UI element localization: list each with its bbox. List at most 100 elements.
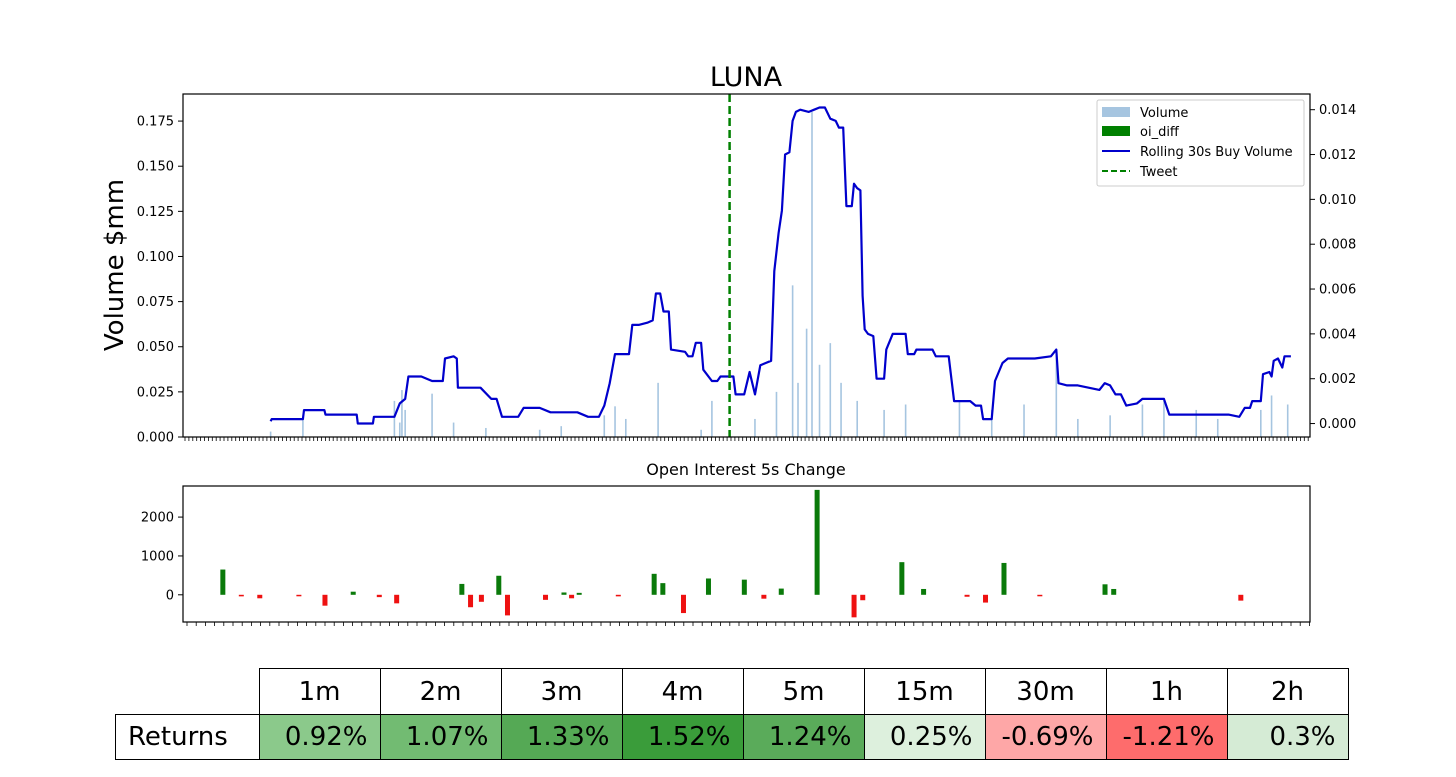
oi-y-axis: 0 1000 2000	[141, 511, 183, 603]
y2-tick-label: 0.004	[1319, 327, 1356, 342]
col-header-30m: 30m	[984, 668, 1107, 715]
oi-diff-bar	[899, 562, 905, 595]
oi-diff-bar	[814, 489, 820, 595]
legend: Volume oi_diff Rolling 30s Buy Volume Tw…	[1096, 99, 1305, 187]
oi-diff-bar	[376, 594, 382, 598]
return-cell-5m: 1.24%	[742, 714, 865, 760]
y-tick-label: 0.175	[137, 115, 174, 130]
y-tick-label: 0.100	[137, 250, 174, 265]
oi-diff-bar	[741, 579, 747, 595]
oi-diff-bar	[983, 594, 989, 603]
y-tick-label: 0.075	[137, 295, 174, 310]
volume-bar	[700, 429, 702, 437]
oi-diff-bar	[1111, 588, 1117, 595]
volume-bar	[1141, 404, 1144, 437]
y-tick-label: 0.050	[137, 340, 174, 355]
y2-tick-label: 0.012	[1319, 148, 1356, 163]
volume-bar	[404, 409, 406, 437]
legend-oi-diff-swatch	[1102, 126, 1130, 136]
volume-bar	[603, 415, 606, 437]
y2-tick-label: 0.014	[1319, 103, 1356, 118]
oi-diff-bar	[851, 594, 857, 618]
oi-diff-bar	[257, 594, 263, 599]
bottom-plot-frame	[182, 485, 1311, 623]
volume-bar	[775, 391, 778, 437]
oi-diff-bars	[220, 489, 1244, 618]
y-tick-label: 0.125	[137, 205, 174, 220]
legend-volume-label: Volume	[1140, 106, 1188, 121]
y-tick-label: 0.025	[137, 385, 174, 400]
y-axis-left: 0.000 0.025 0.050 0.075 0.100 0.125 0.150 0.175	[137, 115, 183, 446]
oi-diff-bar	[350, 591, 356, 595]
volume-bar	[560, 426, 563, 437]
volume-bars	[269, 112, 1289, 437]
volume-bar	[797, 382, 799, 437]
oi-diff-bar	[569, 594, 575, 599]
oi-diff-bar	[576, 592, 582, 595]
volume-bar	[401, 390, 403, 437]
oi-diff-bar	[238, 594, 244, 597]
col-header-3m: 3m	[500, 668, 623, 715]
oi-diff-bar	[1238, 594, 1244, 601]
table-corner	[115, 668, 260, 715]
oi-diff-bar	[761, 594, 767, 599]
volume-bar	[393, 400, 396, 437]
rolling-buy-volume-line	[269, 106, 1291, 425]
legend-volume-swatch	[1102, 107, 1130, 117]
oi-diff-bar	[459, 583, 465, 595]
volume-bar	[1023, 404, 1025, 437]
oi-y-tick-label: 2000	[141, 511, 174, 526]
oi-diff-bar	[496, 575, 502, 595]
oi-diff-bar	[468, 594, 474, 608]
volume-bar	[840, 382, 842, 437]
oi-x-axis-ticks	[186, 622, 1310, 626]
volume-bar	[829, 343, 832, 437]
volume-bar	[990, 409, 993, 437]
y2-tick-label: 0.006	[1319, 283, 1356, 298]
chart-title: LUNA	[710, 62, 783, 93]
volume-bar	[883, 409, 885, 437]
return-cell-30m: -0.69%	[984, 714, 1107, 760]
col-header-1m: 1m	[258, 668, 381, 715]
oi-diff-bar	[543, 594, 549, 600]
oi-diff-bar	[680, 594, 686, 614]
legend-rolling-label: Rolling 30s Buy Volume	[1140, 145, 1293, 160]
volume-bar	[958, 400, 961, 437]
return-cell-1m: 0.92%	[258, 714, 381, 760]
volume-bar	[711, 400, 713, 437]
oi-diff-bar	[778, 588, 784, 595]
volume-bar	[818, 364, 821, 437]
legend-oi-diff-label: oi_diff	[1140, 125, 1180, 140]
y-tick-label: 0.150	[137, 160, 174, 175]
oi-diff-bar	[860, 594, 866, 601]
rolling-buy-volume-series	[269, 106, 1291, 425]
returns-header-row: 1m 2m 3m 4m 5m 15m 30m 1h 2h	[115, 668, 1349, 715]
oi-diff-bar	[964, 594, 970, 597]
col-header-2h: 2h	[1226, 668, 1349, 715]
volume-bar	[302, 418, 304, 437]
return-cell-1h: -1.21%	[1105, 714, 1228, 760]
oi-diff-bar	[660, 583, 666, 595]
volume-bar	[624, 418, 627, 437]
return-cell-2m: 1.07%	[379, 714, 502, 760]
oi-diff-bar	[504, 594, 510, 616]
oi-diff-bar	[615, 594, 621, 597]
col-header-5m: 5m	[742, 668, 865, 715]
volume-bar	[1109, 415, 1111, 437]
oi-diff-bar	[220, 569, 226, 595]
volume-bar	[1195, 409, 1198, 437]
volume-bar	[657, 382, 659, 437]
oi-y-tick-label: 0	[166, 588, 174, 603]
volume-bar	[452, 422, 455, 437]
y-tick-label: 0.000	[137, 431, 174, 446]
volume-bar	[538, 429, 541, 437]
returns-value-row: Returns 0.92% 1.07% 1.33% 1.52% 1.24% 0.…	[115, 714, 1349, 760]
oi-y-tick-label: 1000	[141, 549, 174, 564]
col-header-1h: 1h	[1105, 668, 1228, 715]
row-label-returns: Returns	[115, 714, 260, 760]
volume-bar	[754, 418, 756, 437]
volume-bar	[856, 400, 858, 437]
volume-bar	[1286, 404, 1289, 437]
volume-bar	[614, 406, 616, 437]
